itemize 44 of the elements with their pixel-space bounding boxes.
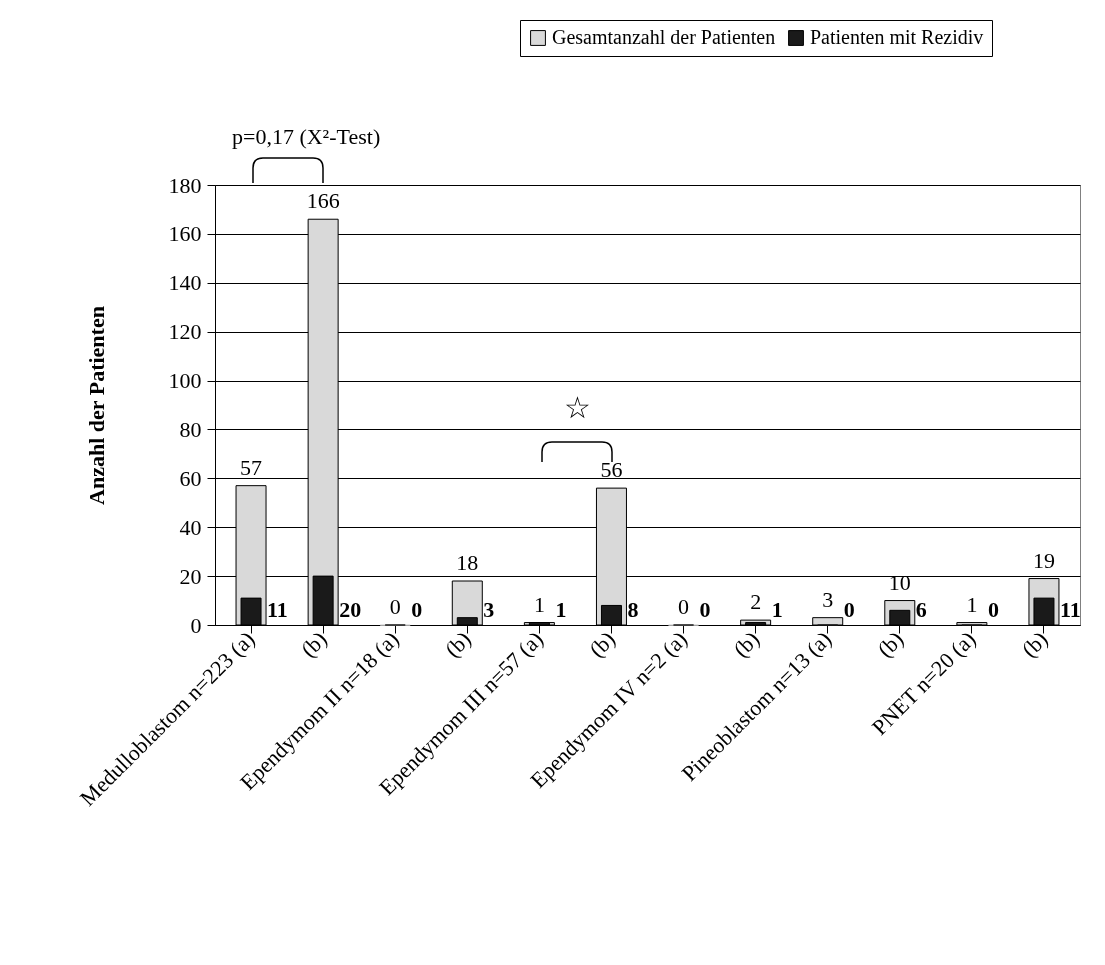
data-label: 20	[339, 597, 362, 622]
y-tick-label: 0	[190, 612, 202, 638]
y-tick-label: 100	[168, 368, 202, 394]
data-label: 11	[1059, 597, 1081, 622]
data-label: 8	[627, 597, 639, 622]
data-label: 1	[555, 597, 567, 622]
data-label: 166	[306, 188, 340, 214]
x-tick-label: (b)	[1016, 626, 1053, 663]
data-label: 1	[533, 591, 545, 617]
y-axis-title: Anzahl der Patienten	[83, 306, 109, 505]
y-tick-label: 180	[168, 172, 202, 198]
x-tick-label: (b)	[728, 626, 765, 663]
y-tick-label: 160	[168, 221, 202, 247]
data-label: 1	[771, 597, 783, 622]
y-tick-label: 40	[179, 514, 202, 540]
data-label: 3	[822, 586, 834, 612]
y-tick-label: 60	[179, 465, 202, 491]
data-label: 19	[1032, 547, 1055, 573]
data-label: 2	[750, 589, 762, 615]
data-label: 18	[456, 550, 479, 575]
annotation: ☆	[563, 391, 591, 424]
legend-label: Gesamtanzahl der Patienten	[552, 26, 776, 48]
x-tick-label: (b)	[439, 626, 476, 663]
x-tick-label: (b)	[872, 626, 909, 663]
data-label: 0	[987, 597, 999, 622]
legend-label: Patienten mit Rezidiv	[810, 26, 984, 48]
data-label: 0	[699, 597, 711, 622]
x-tick-label: (b)	[295, 626, 332, 663]
y-tick-label: 20	[179, 563, 202, 589]
x-tick-label: (b)	[584, 626, 620, 663]
data-label: 0	[843, 597, 855, 622]
data-label: 0	[389, 594, 401, 619]
text: p=0,17 (X²-Test)	[232, 124, 381, 149]
data-label: 0	[411, 597, 423, 622]
data-label: 3	[483, 597, 495, 622]
y-tick-label: 120	[168, 319, 202, 345]
y-tick-label: 80	[179, 416, 202, 442]
data-label: 0	[678, 594, 690, 619]
data-label: 11	[267, 597, 288, 622]
data-label: 57	[240, 454, 263, 480]
data-label: 56	[600, 457, 623, 483]
data-label: 6	[915, 597, 927, 622]
y-tick-label: 140	[168, 270, 202, 296]
data-label: 1	[966, 591, 978, 617]
